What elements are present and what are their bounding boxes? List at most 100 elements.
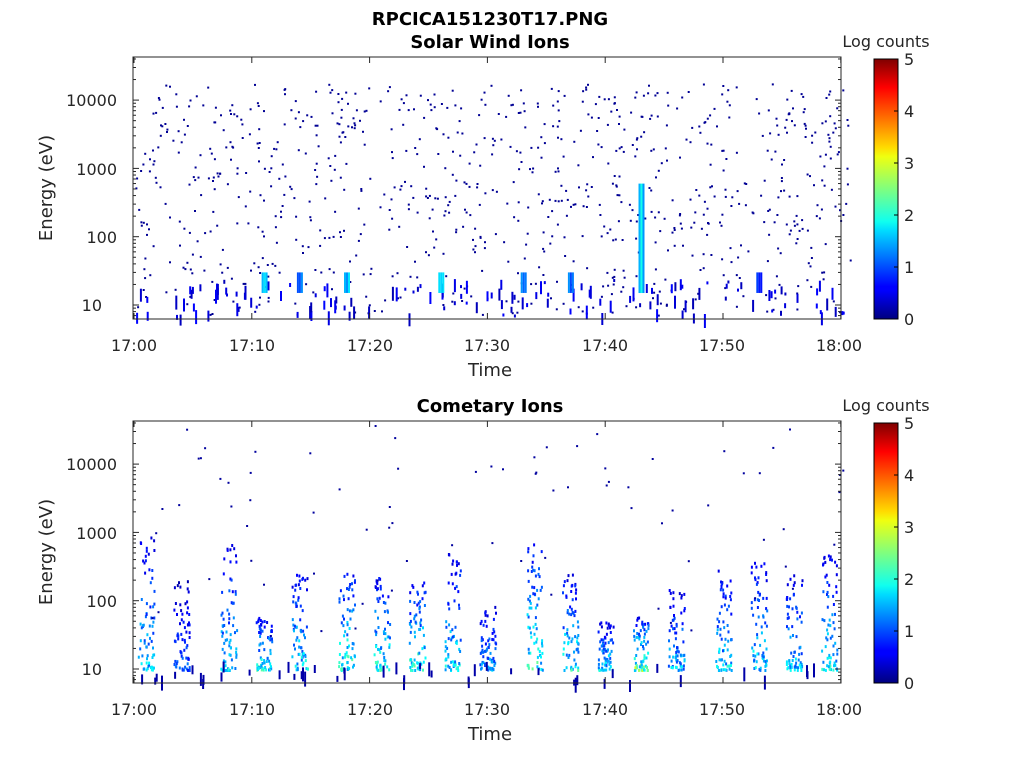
spectrogram-cell [538, 266, 541, 269]
spectrogram-cell [454, 194, 457, 197]
spectrogram-cell [842, 89, 845, 92]
spectrogram-cell [312, 511, 315, 514]
spectrogram-cell [796, 223, 799, 226]
spectrogram-cell [780, 310, 782, 316]
spectrogram-cell [645, 642, 648, 646]
spectrogram-cell [718, 620, 721, 624]
spectrogram-cell [230, 658, 233, 662]
spectrogram-cell [328, 83, 331, 86]
spectrogram-cell [260, 664, 263, 668]
spectrogram-cell [380, 668, 383, 672]
spectrogram-cell [727, 280, 730, 284]
spectrogram-cell [395, 287, 398, 302]
spectrogram-cell [608, 667, 611, 671]
spectrogram-cell [556, 223, 559, 226]
spectrogram-cell [527, 615, 530, 619]
spectrogram-cell [719, 588, 722, 592]
spectrogram-cell [753, 598, 756, 602]
spectrogram-cell [797, 666, 799, 670]
spectrogram-cell [210, 152, 213, 155]
spectrogram-cell [635, 664, 638, 668]
spectrogram-cell [796, 293, 799, 303]
spectrogram-cell [823, 165, 826, 168]
spectrogram-cell [768, 233, 771, 236]
spectrogram-cell [532, 167, 535, 170]
spectrogram-cell [451, 562, 454, 566]
spectrogram-cell [494, 605, 497, 609]
spectrogram-cell [259, 631, 262, 635]
spectrogram-cell [209, 147, 212, 150]
spectrogram-cell [353, 306, 356, 320]
spectrogram-cell [500, 279, 503, 290]
spectrogram-cell [390, 589, 393, 592]
spectrogram-cell [349, 281, 352, 283]
spectrogram-cell [344, 652, 347, 656]
spectrogram-cell [346, 587, 348, 591]
spectrogram-cell [487, 668, 490, 672]
spectrogram-cell [473, 664, 476, 677]
spectrogram-cell [304, 655, 307, 659]
spectrogram-cell [329, 91, 332, 94]
spectrogram-cell [810, 285, 813, 288]
spectrogram-cell [484, 649, 486, 653]
spectrogram-cell [842, 311, 845, 315]
spectrogram-cell [236, 629, 239, 633]
spectrogram-cell [398, 225, 401, 228]
spectrogram-cell [369, 273, 372, 276]
spectrogram-cell [796, 308, 799, 311]
spectrogram-cell [570, 607, 573, 611]
spectrogram-cell [314, 169, 317, 171]
spectrogram-cell [295, 238, 298, 241]
spectrogram-cell [679, 213, 682, 215]
spectrogram-cell [542, 274, 545, 276]
spectrogram-cell [828, 140, 831, 143]
spectrogram-cell [445, 620, 448, 624]
spectrogram-cell [148, 624, 151, 628]
spectrogram-cell [354, 124, 357, 127]
spectrogram-cell [672, 655, 675, 659]
spectrogram-cell [765, 607, 768, 611]
spectrogram-cell [639, 629, 642, 633]
spectrogram-cell [420, 662, 423, 666]
spectrogram-cell [306, 114, 309, 117]
spectrogram-cell [537, 668, 540, 676]
spectrogram-cell [261, 666, 264, 670]
spectrogram-cell [161, 125, 164, 128]
spectrogram-cell [383, 193, 386, 196]
spectrogram-cell [502, 313, 505, 317]
spectrogram-cell [618, 175, 621, 178]
spectrogram-cell [455, 639, 458, 643]
spectrogram-cell [794, 664, 797, 668]
spectrogram-cell [600, 621, 603, 625]
spectrogram-cell [522, 102, 525, 105]
spectrogram-cell [440, 103, 443, 105]
spectrogram-cell [360, 188, 363, 190]
y-tick-label-1000: 1000 [76, 524, 117, 543]
spectrogram-cell [718, 658, 721, 662]
spectrogram-cell [540, 668, 543, 671]
spectrogram-cell [396, 272, 399, 275]
spectrogram-cell [727, 89, 730, 92]
spectrogram-cell [680, 596, 683, 600]
spectrogram-cell [834, 127, 837, 130]
spectrogram-cell [337, 93, 340, 95]
spectrogram-cell [669, 591, 672, 595]
spectrogram-cell [799, 661, 802, 665]
spectrogram-cell [644, 622, 647, 626]
spectrogram-cell [611, 311, 614, 314]
spectrogram-cell [264, 666, 267, 669]
spectrogram-cell [207, 177, 210, 180]
spectrogram-cell [680, 668, 683, 672]
spectrogram-cell [416, 603, 419, 607]
spectrogram-cell [846, 183, 849, 186]
panel-title-solar-wind: Solar Wind Ions [410, 32, 569, 53]
spectrogram-cell [756, 652, 759, 656]
x-tick-label-1740: 17:40 [582, 336, 628, 355]
spectrogram-cell [574, 591, 577, 595]
spectrogram-cell [833, 627, 836, 631]
spectrogram-cell [541, 202, 543, 205]
y-tick-label-10000: 10000 [66, 455, 117, 474]
spectrogram-cell [756, 581, 759, 585]
spectrogram-cell [212, 180, 214, 182]
spectrogram-cell [490, 660, 493, 664]
